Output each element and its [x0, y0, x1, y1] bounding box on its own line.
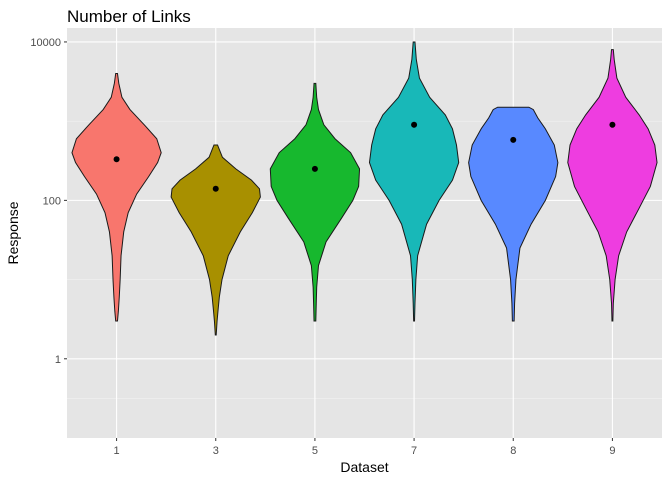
chart-title: Number of Links	[67, 7, 191, 26]
violin-dataset-8	[468, 106, 559, 322]
mean-point-dataset-1	[113, 156, 120, 163]
y-tick-label: 10000	[30, 37, 61, 49]
mean-point-dataset-5	[311, 165, 318, 172]
mean-point-dataset-3	[212, 185, 219, 192]
y-axis-title: Response	[5, 201, 21, 264]
y-axis: 1 100 10000	[30, 37, 67, 366]
violin-dataset-3	[170, 144, 261, 336]
mean-point-dataset-7	[411, 121, 418, 128]
violin-dataset-7	[368, 41, 460, 322]
mean-point-dataset-9	[609, 121, 616, 128]
y-tick-label: 1	[55, 354, 61, 366]
y-tick-label: 100	[43, 195, 61, 207]
x-tick-label: 9	[609, 445, 615, 457]
violin-dataset-5	[269, 82, 361, 322]
mean-points	[113, 121, 616, 192]
violins	[71, 41, 658, 336]
x-tick-label: 5	[312, 445, 318, 457]
x-axis: 1 3 5 7 8 9	[114, 438, 615, 457]
x-tick-label: 8	[510, 445, 516, 457]
x-tick-label: 3	[213, 445, 219, 457]
violin-dataset-9	[567, 49, 658, 322]
x-axis-title: Dataset	[340, 459, 388, 475]
plot-panel	[67, 28, 662, 438]
violin-dataset-1	[71, 72, 162, 322]
x-tick-label: 7	[411, 445, 417, 457]
mean-point-dataset-8	[510, 136, 517, 143]
x-tick-label: 1	[114, 445, 120, 457]
minor-grid	[67, 120, 662, 399]
